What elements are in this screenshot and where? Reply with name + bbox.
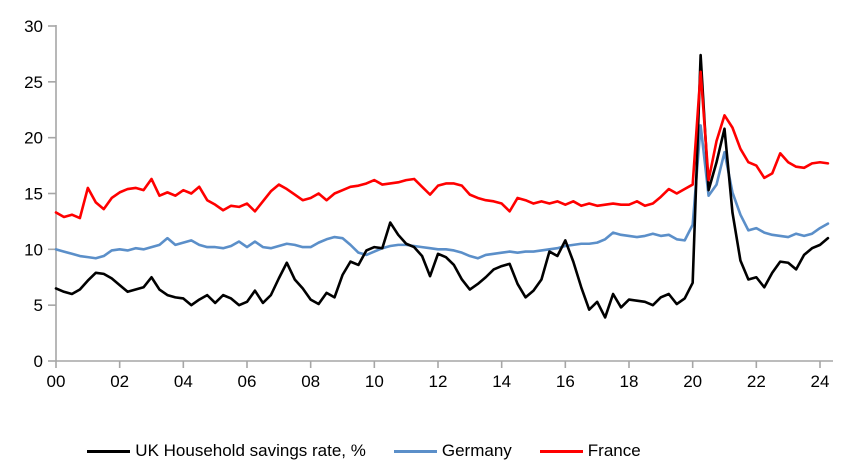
x-axis-tick-label: 02: [110, 372, 129, 391]
series-line-germany: [54, 124, 830, 260]
legend-item-germany: Germany: [393, 441, 512, 461]
uk-line-swatch-icon: [87, 449, 131, 453]
x-axis-tick-label: 08: [301, 372, 320, 391]
legend-label-uk: UK Household savings rate, %: [135, 441, 366, 460]
france-line-swatch-icon: [539, 449, 583, 453]
x-axis-tick-label: 04: [174, 372, 193, 391]
y-axis-tick-label: 25: [24, 73, 43, 92]
x-axis-tick-label: 16: [556, 372, 575, 391]
series-line-france: [54, 70, 830, 220]
legend-label-france: France: [587, 441, 641, 460]
y-axis-tick-label: 20: [24, 129, 43, 148]
x-axis-tick-label: 18: [620, 372, 639, 391]
x-axis-tick-label: 14: [492, 372, 511, 391]
x-axis-tick-label: 20: [683, 372, 702, 391]
legend-label-germany: Germany: [441, 441, 512, 460]
y-axis-tick-label: 10: [24, 240, 43, 259]
legend-item-france: France: [539, 441, 641, 461]
x-axis-tick-label: 22: [747, 372, 766, 391]
x-axis-tick-label: 06: [238, 372, 257, 391]
y-axis-tick-label: 0: [34, 352, 43, 371]
y-axis-tick-label: 5: [34, 296, 43, 315]
chart-legend: UK Household savings rate, % Germany Fra…: [0, 441, 790, 461]
series-line-uk-household-savings-rate: [54, 53, 830, 319]
legend-item-uk: UK Household savings rate, %: [87, 441, 366, 461]
x-axis-tick-label: 00: [47, 372, 66, 391]
x-axis-tick-label: 24: [811, 372, 830, 391]
germany-line-swatch-icon: [393, 449, 437, 453]
y-axis-tick-label: 30: [24, 17, 43, 36]
x-axis-tick-label: 12: [429, 372, 448, 391]
y-axis-tick-label: 15: [24, 185, 43, 204]
x-axis-tick-label: 10: [365, 372, 384, 391]
